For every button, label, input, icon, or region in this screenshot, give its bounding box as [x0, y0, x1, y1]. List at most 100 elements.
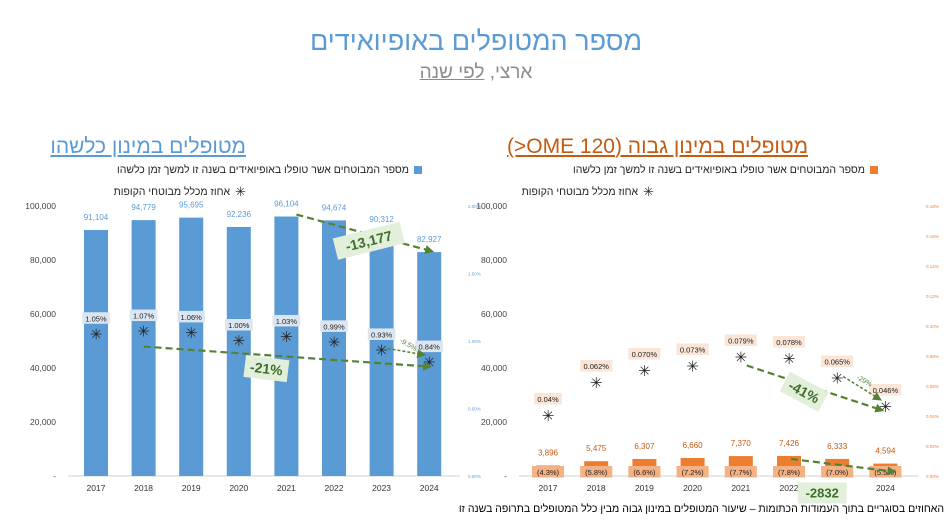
- left-marker-label-bg: [272, 314, 301, 327]
- left-marker-label: 0.93%: [371, 330, 393, 339]
- legend-orange-swatch: [870, 166, 878, 174]
- right-ytick-label: -: [504, 471, 507, 481]
- right-y2tick-label: 0.12%: [926, 294, 939, 299]
- right-share-label: (7.7%): [730, 468, 753, 477]
- left-marker_trend-arrow: [143, 345, 433, 371]
- right-share-label-bg: [580, 466, 613, 478]
- right-marker: ✳: [735, 350, 748, 367]
- left-bar-value-label: 95,695: [179, 201, 204, 210]
- left-marker-label: 1.05%: [85, 314, 107, 323]
- left-marker: ✳: [423, 355, 436, 372]
- footnote: האחוזים בסוגריים בתוך העמודות הכתומות – …: [458, 503, 944, 515]
- subtitle-prefix: ארצי,: [484, 62, 533, 83]
- right-bar-value-label: 6,333: [827, 442, 848, 451]
- right-share-label: (7.8%): [778, 468, 801, 477]
- right-marker-label: 0.04%: [537, 395, 559, 404]
- left-step-label: -9.5%: [398, 338, 417, 353]
- left-marker_trend-label: -21%: [249, 359, 284, 379]
- right-xtick-label: 2020: [683, 483, 702, 493]
- right-share-label: (5.8%): [585, 468, 608, 477]
- right-bar-value-label: 5,475: [586, 444, 607, 453]
- right-legend-marker: ✳ אחוז מכלל מבוטחי הקופות: [521, 184, 655, 199]
- left-ytick-label: 100,000: [25, 201, 56, 211]
- right-marker-label-bg: [869, 384, 902, 396]
- right-xtick-label: 2019: [635, 483, 654, 493]
- right-y2tick-label: 0.04%: [926, 414, 939, 419]
- legend-star-icon: ✳: [643, 184, 654, 199]
- right-marker-label: 0.070%: [632, 350, 658, 359]
- left-marker: ✳: [185, 325, 198, 342]
- right-marker-label-bg: [724, 334, 757, 346]
- right-marker-label: 0.046%: [873, 386, 899, 395]
- left-bar-value-label: 94,779: [131, 203, 156, 212]
- right-y2tick-label: 0.06%: [926, 384, 939, 389]
- left-marker: ✳: [328, 334, 341, 351]
- left-bar: [179, 217, 204, 476]
- right-share-label: (4.3%): [537, 468, 560, 477]
- left-legend-marker: ✳ אחוז מכלל מבוטחי הקופות: [113, 185, 247, 198]
- right-marker-label-bg: [580, 360, 613, 372]
- right-share-label-bg: [724, 466, 757, 478]
- left-marker-label: 1.07%: [133, 312, 155, 321]
- left-y2tick-label: 1.50%: [468, 272, 481, 277]
- left-xtick-label: 2023: [372, 483, 391, 493]
- left-bar: [322, 220, 346, 476]
- left-bar: [369, 232, 394, 476]
- left-xtick-label: 2022: [325, 483, 344, 493]
- legend-bar-label: מספר המבוטחים אשר טופלו באופיואידים בשנה…: [117, 164, 409, 176]
- right-marker_trend-label-group: -41%: [779, 371, 829, 412]
- left-bar-value-label: 96,104: [274, 200, 299, 209]
- right-marker: ✳: [783, 351, 796, 368]
- right-ytick-label: 40,000: [481, 363, 507, 373]
- right-marker: ✳: [638, 363, 651, 380]
- left-marker-label: 1.00%: [228, 321, 250, 330]
- right-share-label-bg: [821, 466, 854, 478]
- right-marker: ✳: [686, 359, 699, 376]
- right-bar-value-label: 4,594: [875, 447, 896, 456]
- right-xtick-label: 2022: [780, 483, 799, 493]
- left-xtick-label: 2017: [87, 483, 106, 493]
- left-ytick-label: 40,000: [30, 363, 56, 373]
- legend-marker-label: אחוז מכלל מבוטחי הקופות: [521, 186, 639, 198]
- left-ytick-label: 60,000: [30, 309, 56, 319]
- legend-marker-label: אחוז מכלל מבוטחי הקופות: [113, 186, 231, 198]
- left-ytick-label: 20,000: [30, 417, 56, 427]
- left-marker: ✳: [280, 329, 293, 346]
- right-marker-label-bg: [534, 393, 562, 405]
- left-ytick-label: 80,000: [30, 255, 56, 265]
- right-share-label-bg: [531, 466, 565, 478]
- left-marker-label-bg: [415, 340, 444, 353]
- left-y2tick-label: 0.00%: [468, 474, 481, 479]
- right-bar_trend-label-group: -2832: [797, 482, 847, 504]
- right-marker-label-bg: [772, 336, 806, 348]
- right-marker-label: 0.073%: [680, 346, 706, 355]
- left-marker-label: 1.03%: [276, 317, 298, 326]
- right-marker-label: 0.079%: [728, 337, 754, 346]
- left-bar-value-label: 91,104: [84, 213, 109, 222]
- left-marker: ✳: [375, 342, 388, 359]
- right-bar_trend-label-bg: [797, 482, 847, 504]
- left-step-arrow: [387, 347, 427, 359]
- left-bar: [131, 220, 156, 476]
- left-marker_trend-label-bg: [243, 355, 290, 383]
- left-xtick-label: 2019: [182, 483, 201, 493]
- legend-blue-swatch: [414, 166, 422, 174]
- right-marker: ✳: [879, 399, 892, 416]
- right-share-label: (7.2%): [682, 468, 705, 477]
- left-bar-value-label: 90,312: [369, 215, 394, 224]
- right-ytick-label: 80,000: [481, 255, 507, 265]
- right-share-label: (6.6%): [633, 468, 656, 477]
- left-marker-label-bg: [367, 328, 396, 340]
- right-share-label-bg: [772, 466, 806, 478]
- right-share-label-bg: [628, 466, 661, 478]
- right-bar-value-label: 7,426: [779, 439, 800, 448]
- left-marker_trend-label-group: -21%: [243, 355, 290, 383]
- right-xtick-label: 2021: [731, 483, 750, 493]
- left-marker-label: 0.84%: [419, 343, 441, 352]
- right-y2tick-label: 0.16%: [926, 234, 939, 239]
- left-bar: [226, 226, 251, 476]
- right-marker-label-bg: [628, 348, 661, 360]
- right-marker-label-bg: [821, 355, 854, 367]
- right-bar-value-label: 6,660: [683, 441, 704, 450]
- right-marker: ✳: [590, 375, 603, 392]
